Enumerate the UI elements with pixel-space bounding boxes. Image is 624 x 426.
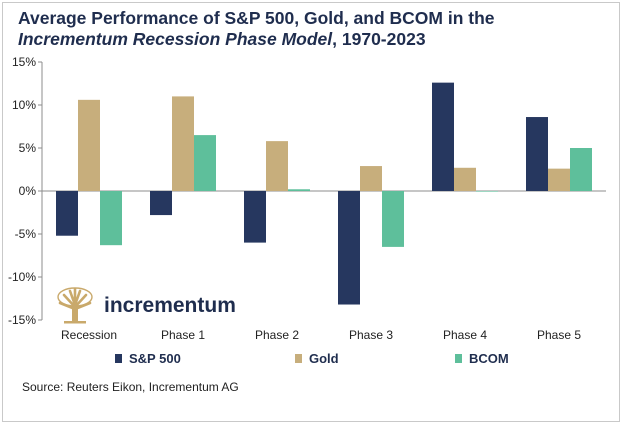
bar-sp500-3 [338, 191, 360, 305]
bar-gold-1 [172, 96, 194, 191]
y-tick-label: 15% [12, 55, 36, 69]
bar-sp500-5 [526, 117, 548, 191]
bar-bcom-0 [100, 191, 122, 246]
x-tick-label: Phase 4 [443, 328, 487, 342]
y-tick-label: -15% [8, 313, 36, 327]
bar-sp500-4 [432, 82, 454, 191]
bar-sp500-2 [244, 191, 266, 243]
legend-label-sp500: S&P 500 [129, 351, 181, 366]
legend-label-bcom: BCOM [469, 351, 509, 366]
logo-text: incrementum [104, 294, 236, 317]
x-tick-label: Phase 3 [349, 328, 393, 342]
bar-bcom-2 [288, 189, 310, 191]
bar-bcom-1 [194, 135, 216, 191]
y-tick-label: 5% [19, 141, 37, 155]
title-line-2: Incrementum Recession Phase Model, 1970-… [18, 29, 608, 50]
bar-gold-0 [78, 99, 100, 191]
legend-swatch-bcom [455, 354, 462, 363]
legend: S&P 500 Gold BCOM [115, 351, 509, 366]
chart-title: Average Performance of S&P 500, Gold, an… [18, 8, 608, 50]
axis-layer: 15% 10% 5% 0% -5% -10% -15% Recession Phase 1 Pha… [8, 55, 606, 342]
bar-gold-5 [548, 168, 570, 191]
bar-bcom-5 [570, 148, 592, 191]
bar-gold-2 [266, 141, 288, 191]
legend-swatch-gold [295, 354, 302, 363]
source-note: Source: Reuters Eikon, Incrementum AG [22, 380, 239, 394]
bar-bcom-3 [382, 191, 404, 247]
y-tick-label: 0% [19, 184, 37, 198]
x-tick-label: Phase 2 [255, 328, 299, 342]
y-tick-label: -5% [15, 227, 37, 241]
title-line-1: Average Performance of S&P 500, Gold, an… [18, 8, 495, 28]
bar-gold-3 [360, 166, 382, 191]
x-tick-label: Phase 1 [161, 328, 205, 342]
bars-layer [56, 82, 592, 305]
y-tick-label: -10% [8, 270, 36, 284]
x-tick-label: Recession [61, 328, 117, 342]
bar-sp500-0 [56, 191, 78, 236]
legend-label-gold: Gold [309, 351, 339, 366]
title-rest-part: , 1970-2023 [332, 29, 426, 49]
legend-swatch-sp500 [115, 354, 122, 363]
bar-gold-4 [454, 167, 476, 191]
y-tick-label: 10% [12, 98, 36, 112]
tree-logo-icon [57, 287, 93, 324]
x-tick-label: Phase 5 [537, 328, 581, 342]
bar-bcom-4 [476, 191, 498, 192]
bar-sp500-1 [150, 191, 172, 216]
logo: incrementum [57, 287, 236, 324]
title-italic-part: Incrementum Recession Phase Model [18, 29, 333, 49]
